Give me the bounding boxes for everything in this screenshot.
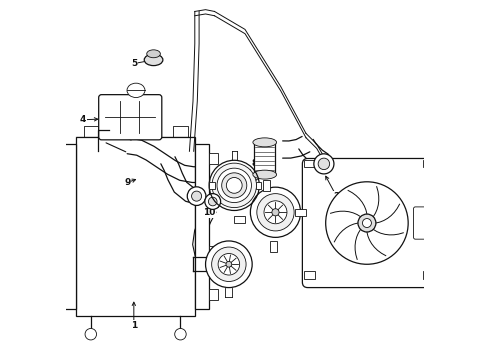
Circle shape <box>257 194 294 231</box>
FancyBboxPatch shape <box>49 221 61 234</box>
Text: 2: 2 <box>333 192 340 201</box>
Text: 1: 1 <box>131 321 137 330</box>
Bar <box>304 160 315 167</box>
Ellipse shape <box>144 54 163 66</box>
Ellipse shape <box>253 138 276 147</box>
Text: 8: 8 <box>252 159 258 168</box>
Circle shape <box>192 191 201 201</box>
Bar <box>76 137 195 316</box>
Bar <box>422 271 433 279</box>
Circle shape <box>226 177 242 193</box>
Bar <box>304 271 315 279</box>
Text: 6: 6 <box>279 222 285 231</box>
FancyBboxPatch shape <box>302 158 432 288</box>
Circle shape <box>250 187 300 237</box>
Text: 9: 9 <box>124 178 130 187</box>
Bar <box>209 197 218 207</box>
Circle shape <box>212 247 246 282</box>
Text: 10: 10 <box>203 208 215 217</box>
Circle shape <box>314 154 334 174</box>
Circle shape <box>272 209 279 216</box>
Bar <box>256 182 261 189</box>
FancyBboxPatch shape <box>98 95 162 140</box>
FancyBboxPatch shape <box>49 282 61 296</box>
Circle shape <box>363 219 371 228</box>
Bar <box>209 153 218 164</box>
Bar <box>270 241 277 252</box>
Bar <box>209 182 215 189</box>
Circle shape <box>221 173 247 198</box>
Circle shape <box>205 241 252 288</box>
Ellipse shape <box>127 83 145 98</box>
Circle shape <box>208 197 217 206</box>
Bar <box>209 246 218 257</box>
Text: 7: 7 <box>232 269 239 278</box>
Circle shape <box>218 253 240 275</box>
Bar <box>234 216 245 223</box>
Text: 3: 3 <box>210 199 216 208</box>
Circle shape <box>318 158 330 170</box>
Circle shape <box>187 187 206 206</box>
Bar <box>209 289 218 300</box>
Bar <box>295 209 306 216</box>
Circle shape <box>326 182 408 264</box>
Ellipse shape <box>147 50 160 58</box>
Ellipse shape <box>253 170 276 179</box>
Bar <box>254 142 275 175</box>
Circle shape <box>212 163 256 208</box>
Circle shape <box>264 201 287 224</box>
Text: 5: 5 <box>131 59 138 68</box>
Text: 11: 11 <box>346 200 359 209</box>
Bar <box>422 160 433 167</box>
FancyBboxPatch shape <box>414 207 432 239</box>
Circle shape <box>226 261 232 267</box>
Bar <box>263 180 270 191</box>
Circle shape <box>205 194 220 210</box>
Circle shape <box>358 214 376 232</box>
Bar <box>60 144 76 309</box>
Text: 6: 6 <box>238 199 244 208</box>
FancyBboxPatch shape <box>49 145 61 159</box>
Text: 4: 4 <box>80 115 86 124</box>
Circle shape <box>175 328 186 340</box>
Circle shape <box>217 168 251 203</box>
Circle shape <box>85 328 97 340</box>
Bar <box>195 144 209 309</box>
